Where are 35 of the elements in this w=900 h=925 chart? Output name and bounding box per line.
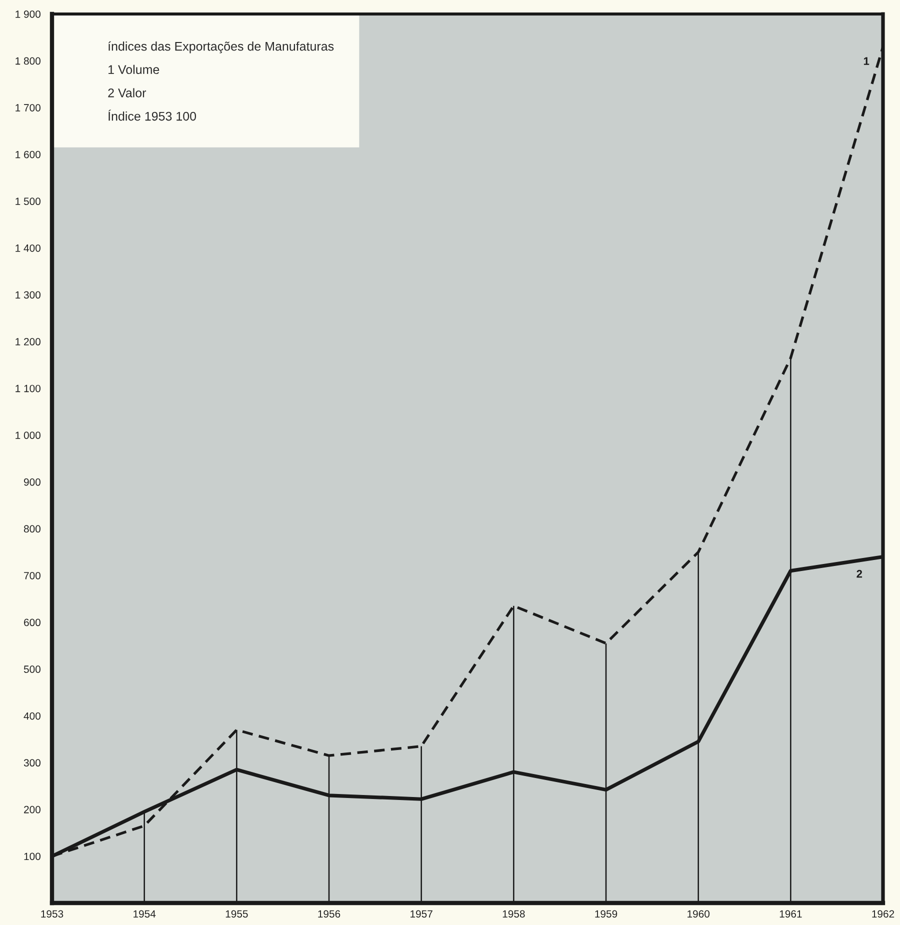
y-tick-label: 800: [24, 525, 40, 533]
series-label: 1: [864, 57, 870, 65]
y-tick-label: 1 900: [16, 10, 40, 18]
y-tick-label: 200: [24, 806, 40, 814]
x-tick-label: 1962: [872, 910, 894, 918]
x-tick-label: 1954: [134, 910, 156, 918]
y-tick-label: 1 800: [16, 57, 40, 65]
series-label: 2: [856, 570, 862, 578]
y-tick-label: 1 700: [16, 104, 40, 112]
y-tick-label: 1 200: [16, 338, 40, 346]
x-tick-label: 1957: [410, 910, 432, 918]
y-tick-label: 500: [24, 666, 40, 673]
y-tick-label: 100: [24, 852, 40, 860]
y-tick-label: 900: [24, 478, 40, 486]
y-tick-label: 400: [24, 712, 40, 720]
y-tick-label: 700: [24, 572, 40, 580]
y-tick-label: 1 400: [16, 244, 40, 252]
annotation: 1 Volume: [108, 64, 160, 74]
y-tick-label: 1 600: [16, 150, 40, 158]
y-tick-label: 1 000: [16, 432, 40, 439]
x-tick-label: 1959: [595, 910, 618, 918]
annotation: índices das Exportações de Manufaturas: [108, 41, 334, 54]
y-tick-label: 1 100: [16, 384, 40, 392]
y-tick-label: 1 300: [16, 291, 40, 299]
x-tick-label: 1958: [502, 910, 525, 918]
annotation: 2 Valor: [108, 88, 146, 98]
x-tick-label: 1961: [780, 910, 802, 918]
x-tick-label: 1955: [226, 910, 248, 918]
y-tick-label: 1 500: [16, 198, 40, 206]
x-tick-label: 1960: [688, 910, 710, 918]
x-tick-label: 1956: [318, 910, 340, 918]
annotation: Índice 1953 100: [108, 110, 196, 121]
y-tick-label: 300: [24, 759, 40, 767]
x-tick-label: 1953: [41, 910, 64, 918]
y-tick-label: 600: [24, 618, 40, 626]
